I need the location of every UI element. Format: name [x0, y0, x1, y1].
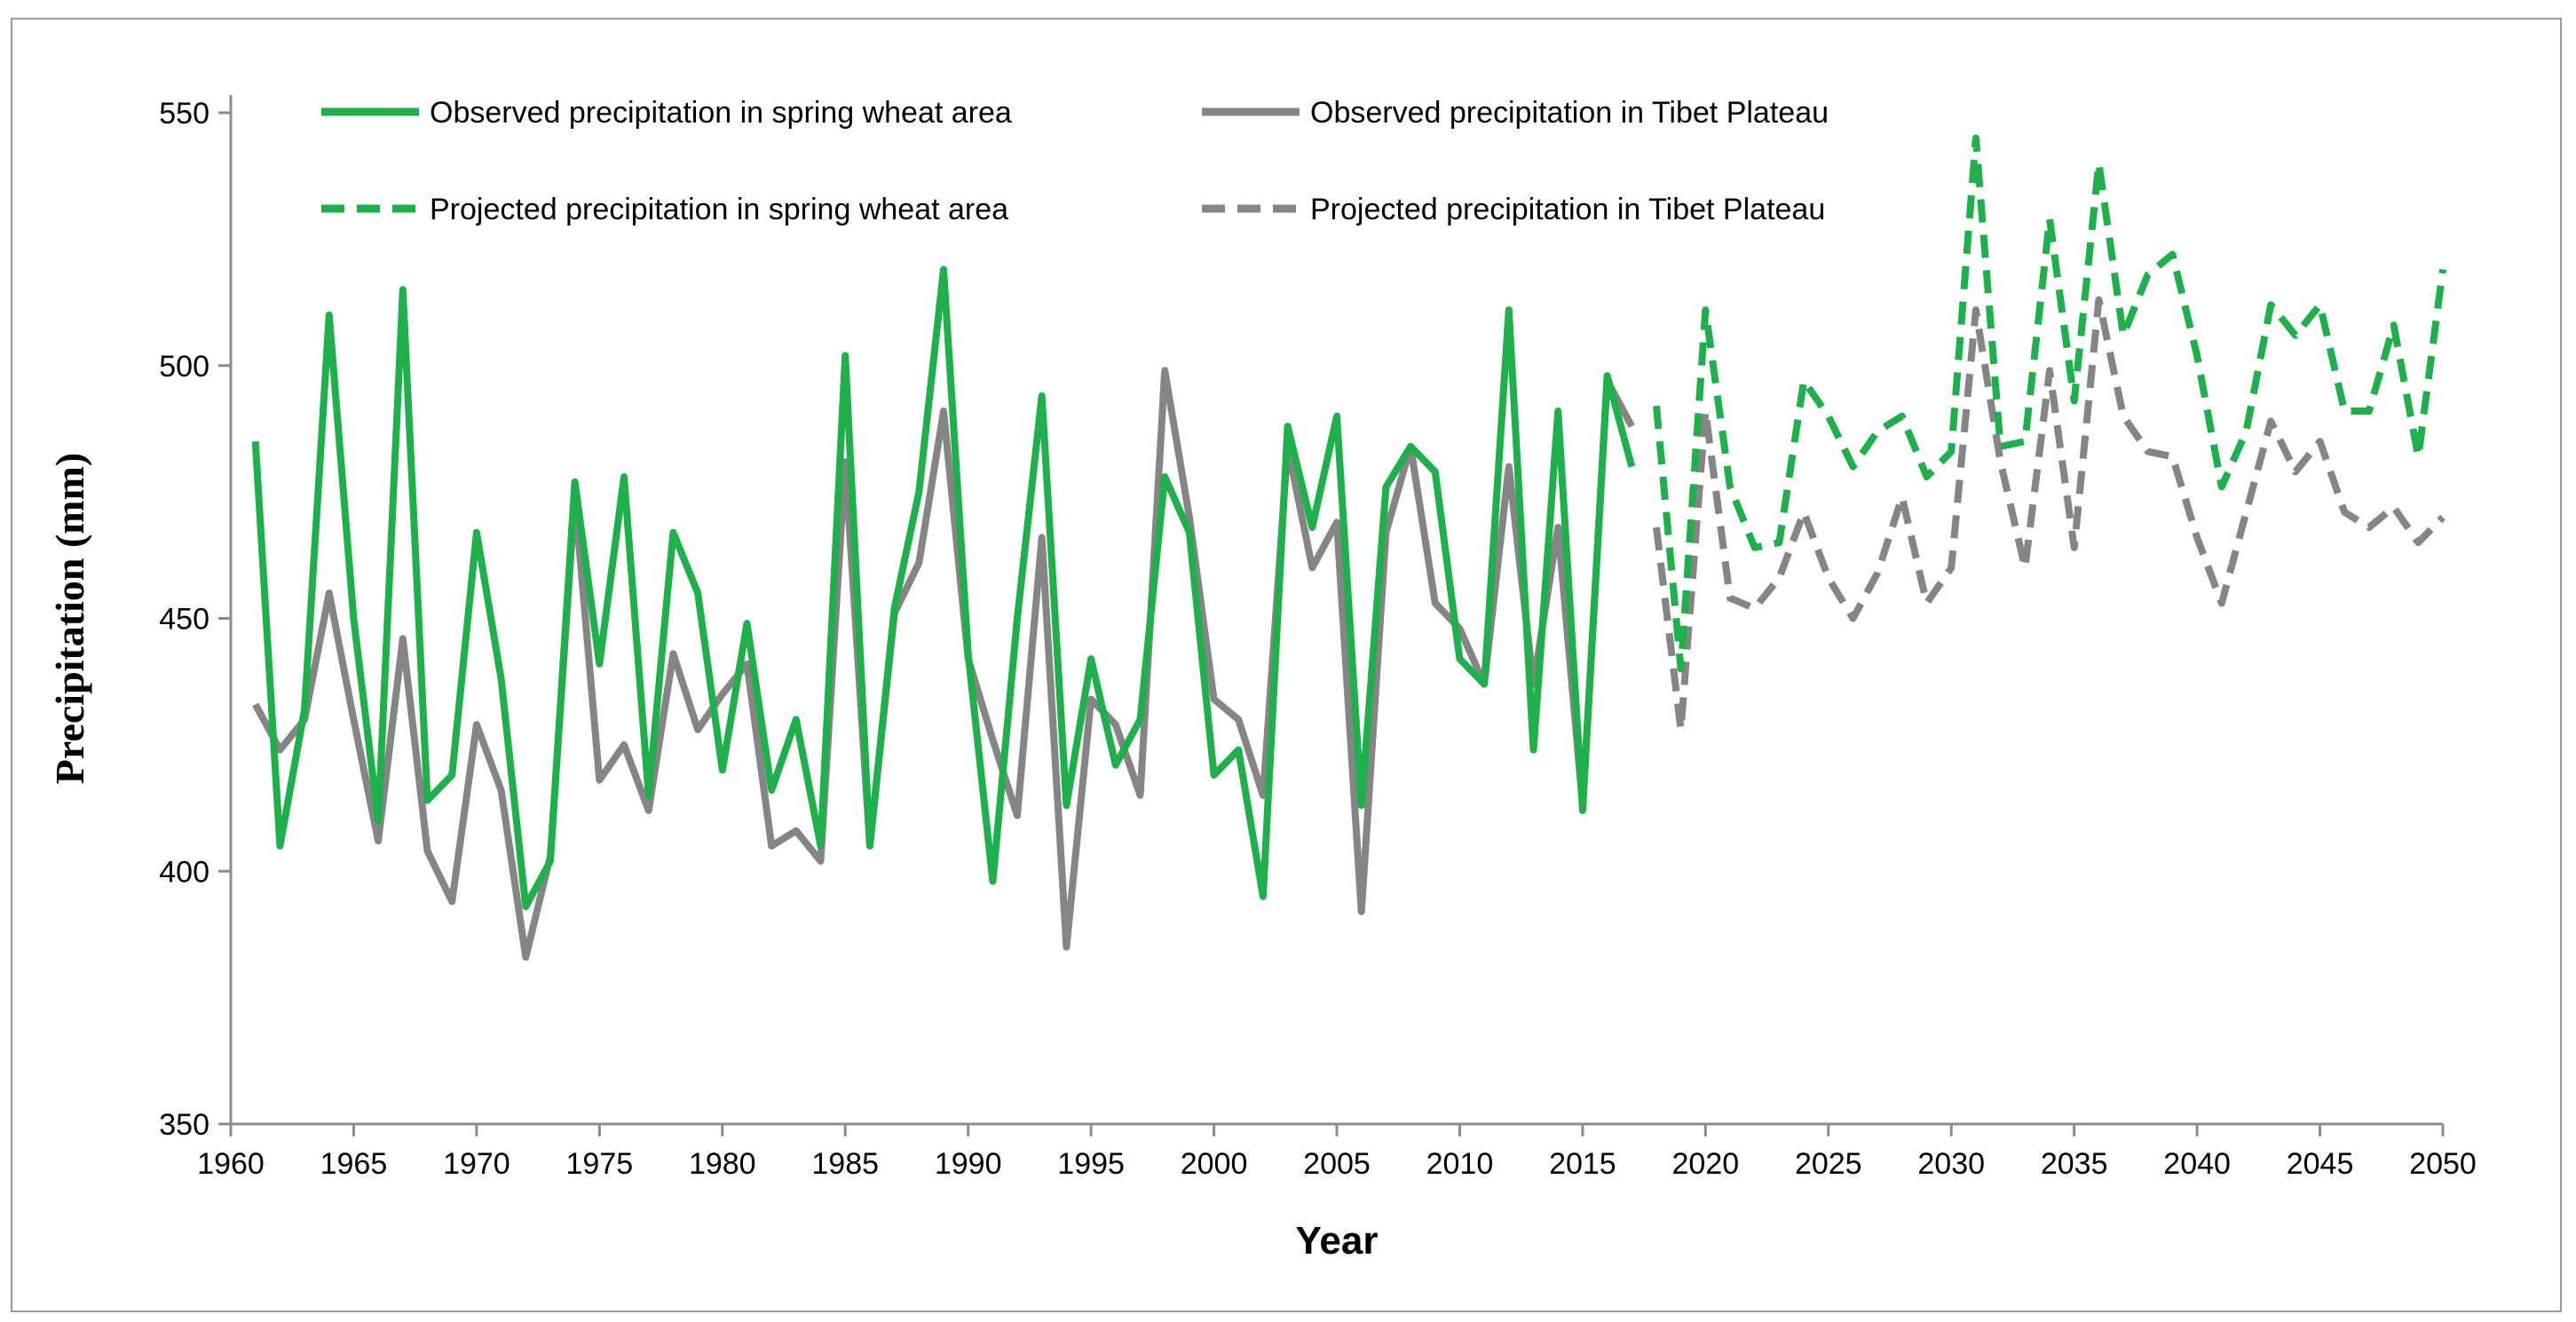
x-tick-label: 2020 — [1672, 1147, 1740, 1181]
x-tick-label: 1985 — [811, 1147, 879, 1181]
x-tick-label: 2030 — [1917, 1147, 1985, 1181]
x-tick-label: 1995 — [1057, 1147, 1125, 1181]
chart-frame: 350 400 450 500 550 1960 1965 1970 1975 1980 1985 1… — [11, 18, 2562, 1312]
x-tick-label: 1965 — [320, 1147, 388, 1181]
y-tick-label: 350 — [159, 1108, 209, 1142]
legend-label-4: Projected precipitation in Tibet Plateau — [1310, 193, 1825, 226]
series-line-4 — [1653, 296, 2446, 733]
x-axis-title: Year — [1296, 1219, 1379, 1263]
x-tick-label: 1975 — [566, 1147, 634, 1181]
x-tick-label: 2040 — [2163, 1147, 2231, 1181]
x-tick-label: 1970 — [443, 1147, 510, 1181]
x-tick-label: 1990 — [935, 1147, 1002, 1181]
x-tick-label: 2000 — [1181, 1147, 1248, 1181]
x-tick-label: 2010 — [1426, 1147, 1494, 1181]
series-line-2 — [252, 367, 1635, 962]
x-tick-label: 2025 — [1795, 1147, 1862, 1181]
x-tick-label: 2005 — [1303, 1147, 1371, 1181]
x-tick-label: 2015 — [1549, 1147, 1616, 1181]
legend: Observed precipitation in spring wheat a… — [321, 96, 1829, 226]
y-axis-title: Precipitation (mm) — [47, 453, 92, 784]
x-tick-label: 2045 — [2287, 1147, 2354, 1181]
y-tick-label: 550 — [159, 97, 209, 131]
legend-label-1: Observed precipitation in spring wheat a… — [430, 96, 1012, 130]
x-tick-label: 1980 — [689, 1147, 756, 1181]
y-tick-label: 450 — [159, 603, 209, 637]
x-tick-label: 2050 — [2409, 1147, 2477, 1181]
y-tick-label: 400 — [159, 855, 209, 889]
y-tick-label: 500 — [159, 350, 209, 384]
x-tick-label: 1960 — [197, 1147, 265, 1181]
series-layer — [251, 134, 2446, 962]
series-line-1 — [251, 265, 1636, 911]
axes: 350 400 450 500 550 1960 1965 1970 1975 1980 1985 1… — [159, 95, 2477, 1181]
legend-label-2: Observed precipitation in Tibet Plateau — [1310, 96, 1829, 130]
x-tick-label: 2035 — [2041, 1147, 2108, 1181]
line-chart: 350 400 450 500 550 1960 1965 1970 1975 1980 1985 1… — [47, 95, 2477, 1263]
legend-label-3: Projected precipitation in spring wheat … — [430, 193, 1008, 226]
series-line-3 — [1653, 134, 2446, 673]
